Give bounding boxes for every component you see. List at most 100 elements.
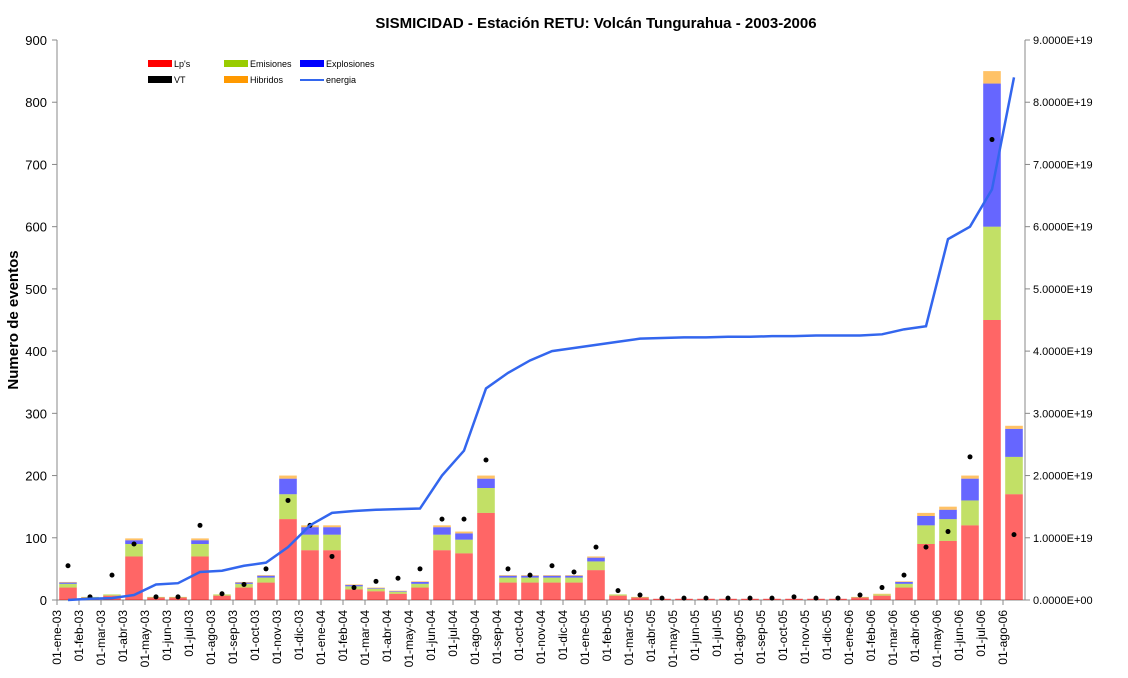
x-tick-label: 01-nov-03 <box>270 610 284 664</box>
vt-dot <box>945 529 951 535</box>
bar-segment <box>895 587 913 600</box>
x-tick-label: 01-abr-06 <box>908 610 922 662</box>
x-tick-label: 01-feb-04 <box>336 610 350 662</box>
legend-label: Hibridos <box>250 75 284 85</box>
bar-segment <box>961 500 979 526</box>
y2-tick-label: 2.0000E+19 <box>1033 471 1093 483</box>
bar-segment <box>477 478 495 488</box>
vt-dot <box>769 595 775 601</box>
bar-segment <box>543 575 561 578</box>
bar-segment <box>499 575 517 578</box>
legend-label: VT <box>174 75 186 85</box>
x-tick-label: 01-dic-05 <box>820 610 834 660</box>
vt-dot <box>857 592 863 598</box>
y2-tick-label: 1.0000E+19 <box>1033 533 1093 545</box>
x-tick-label: 01-may-06 <box>930 610 944 668</box>
x-tick-label: 01-nov-05 <box>798 610 812 664</box>
bar-segment <box>521 577 539 583</box>
x-tick-label: 01-jun-05 <box>688 610 702 661</box>
y-tick-label: 800 <box>25 95 47 110</box>
bar-segment <box>411 581 429 582</box>
x-tick-label: 01-jul-04 <box>446 610 460 657</box>
bar-segment <box>917 525 935 544</box>
y2-tick-label: 3.0000E+19 <box>1033 408 1093 420</box>
bar-segment <box>433 527 451 535</box>
vt-dot <box>263 566 269 572</box>
x-tick-label: 01-jun-04 <box>424 610 438 661</box>
bar-segment <box>323 534 341 551</box>
bar-segment <box>257 575 275 578</box>
bar-segment <box>455 533 473 540</box>
vt-dot <box>197 522 203 528</box>
bar-segment <box>411 583 429 588</box>
y2-tick-label: 7.0000E+19 <box>1033 159 1093 171</box>
x-tick-label: 01-ago-03 <box>204 610 218 665</box>
y-tick-label: 900 <box>25 33 47 48</box>
x-tick-label: 01-dic-04 <box>556 610 570 660</box>
bar-segment <box>213 595 231 600</box>
vt-dot <box>901 572 907 578</box>
legend-label: Emisiones <box>250 59 292 69</box>
bar-segment <box>389 591 407 592</box>
bar-segment <box>323 550 341 600</box>
bar-segment <box>433 550 451 600</box>
bar-segment <box>235 587 253 600</box>
bar-segment <box>631 597 649 600</box>
x-tick-label: 01-may-04 <box>402 610 416 668</box>
x-tick-label: 01-nov-04 <box>534 610 548 664</box>
vt-dot <box>659 595 665 601</box>
bar-segment <box>191 538 209 541</box>
bar-segment <box>587 570 605 600</box>
bar-segment <box>345 584 363 586</box>
bar-segment <box>587 556 605 558</box>
bar-segment <box>279 475 297 479</box>
energy-line <box>67 77 1016 602</box>
x-tick-label: 01-abr-05 <box>644 610 658 662</box>
vt-dot <box>725 595 731 601</box>
vt-dot <box>703 595 709 601</box>
bar-segment <box>367 588 385 592</box>
vt-dot <box>65 563 71 569</box>
bar-segment <box>565 575 583 576</box>
x-tick-label: 01-sep-05 <box>754 610 768 664</box>
x-tick-label: 01-ago-06 <box>996 610 1010 665</box>
y2-tick-label: 5.0000E+19 <box>1033 284 1093 296</box>
x-tick-label: 01-ago-05 <box>732 610 746 665</box>
bar-segment <box>983 320 1001 600</box>
vt-dot <box>351 585 357 591</box>
bar-segment <box>411 587 429 600</box>
y-tick-label: 200 <box>25 469 47 484</box>
x-tick-label: 01-feb-06 <box>864 610 878 662</box>
x-tick-label: 01-jul-03 <box>182 610 196 657</box>
y-tick-label: 0 <box>40 593 47 608</box>
x-tick-label: 01-mar-05 <box>622 610 636 666</box>
x-tick-label: 01-may-03 <box>138 610 152 668</box>
bar-segment <box>543 582 561 600</box>
bar-segment <box>323 525 341 528</box>
vt-dot <box>153 594 159 600</box>
bar-segment <box>59 582 77 584</box>
vt-dot <box>835 595 841 601</box>
bar-segment <box>301 550 319 600</box>
bar-segment <box>125 556 143 600</box>
bar-segment <box>389 591 407 594</box>
legend-swatch <box>148 76 172 83</box>
bar-segment <box>499 577 517 583</box>
bar-segment <box>917 516 935 526</box>
bar-segment <box>543 575 561 576</box>
bar-segment <box>257 575 275 576</box>
bar-segment <box>433 534 451 551</box>
x-tick-label: 01-dic-03 <box>292 610 306 660</box>
vt-dot <box>373 578 379 584</box>
bar-segment <box>983 83 1001 227</box>
bar-segment <box>587 561 605 571</box>
bar-segment <box>125 538 143 541</box>
bar-segment <box>917 512 935 516</box>
bar-segment <box>983 226 1001 320</box>
bar-segment <box>191 540 209 544</box>
x-tick-label: 01-mar-04 <box>358 610 372 666</box>
bar-segment <box>455 531 473 534</box>
vt-dot <box>241 581 247 587</box>
bar-segment <box>301 534 319 551</box>
